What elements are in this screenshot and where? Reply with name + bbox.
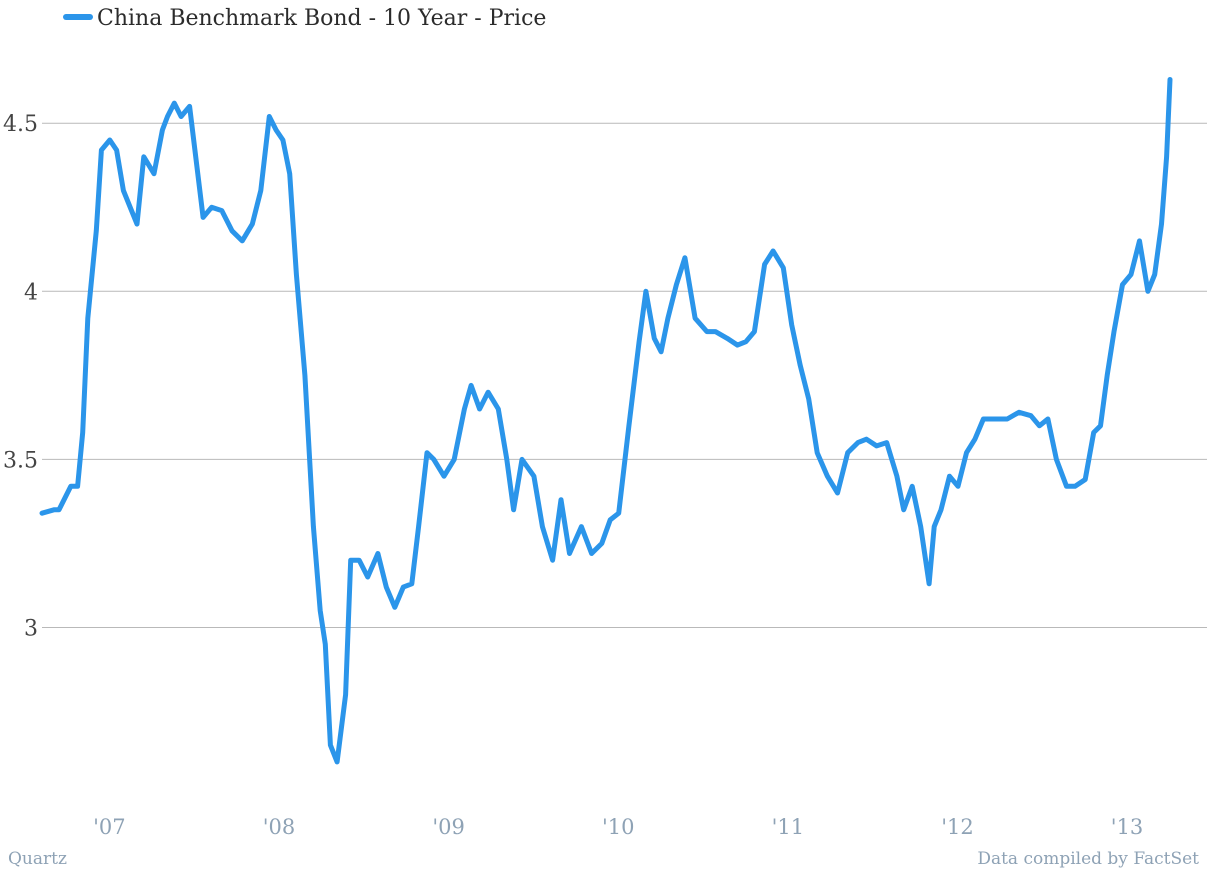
y-axis-tick-labels: 4.5 4 3.5 3 — [3, 112, 38, 641]
x-tick-label: '08 — [263, 815, 296, 839]
x-tick-label: '09 — [432, 815, 465, 839]
data-credit: Data compiled by FactSet — [977, 849, 1199, 869]
y-tick-label: 4.5 — [3, 112, 38, 137]
series-group — [39, 77, 1173, 765]
x-tick-label: '07 — [93, 815, 126, 839]
source-credit: Quartz — [8, 849, 67, 869]
y-tick-label: 3 — [24, 616, 38, 641]
x-tick-label: '11 — [772, 815, 805, 839]
x-tick-label: '13 — [1111, 815, 1144, 839]
chart-legend: China Benchmark Bond - 10 Year - Price — [63, 6, 546, 31]
x-tick-label: '12 — [941, 815, 974, 839]
legend-label: China Benchmark Bond - 10 Year - Price — [97, 6, 546, 31]
y-tick-label: 4 — [24, 280, 38, 305]
grid-lines — [42, 122, 1207, 628]
x-tick-label: '10 — [602, 815, 635, 839]
y-tick-label: 3.5 — [3, 448, 38, 473]
x-axis-tick-labels: '07 '08 '09 '10 '11 '12 '13 — [93, 815, 1143, 839]
series-line — [39, 77, 1173, 765]
